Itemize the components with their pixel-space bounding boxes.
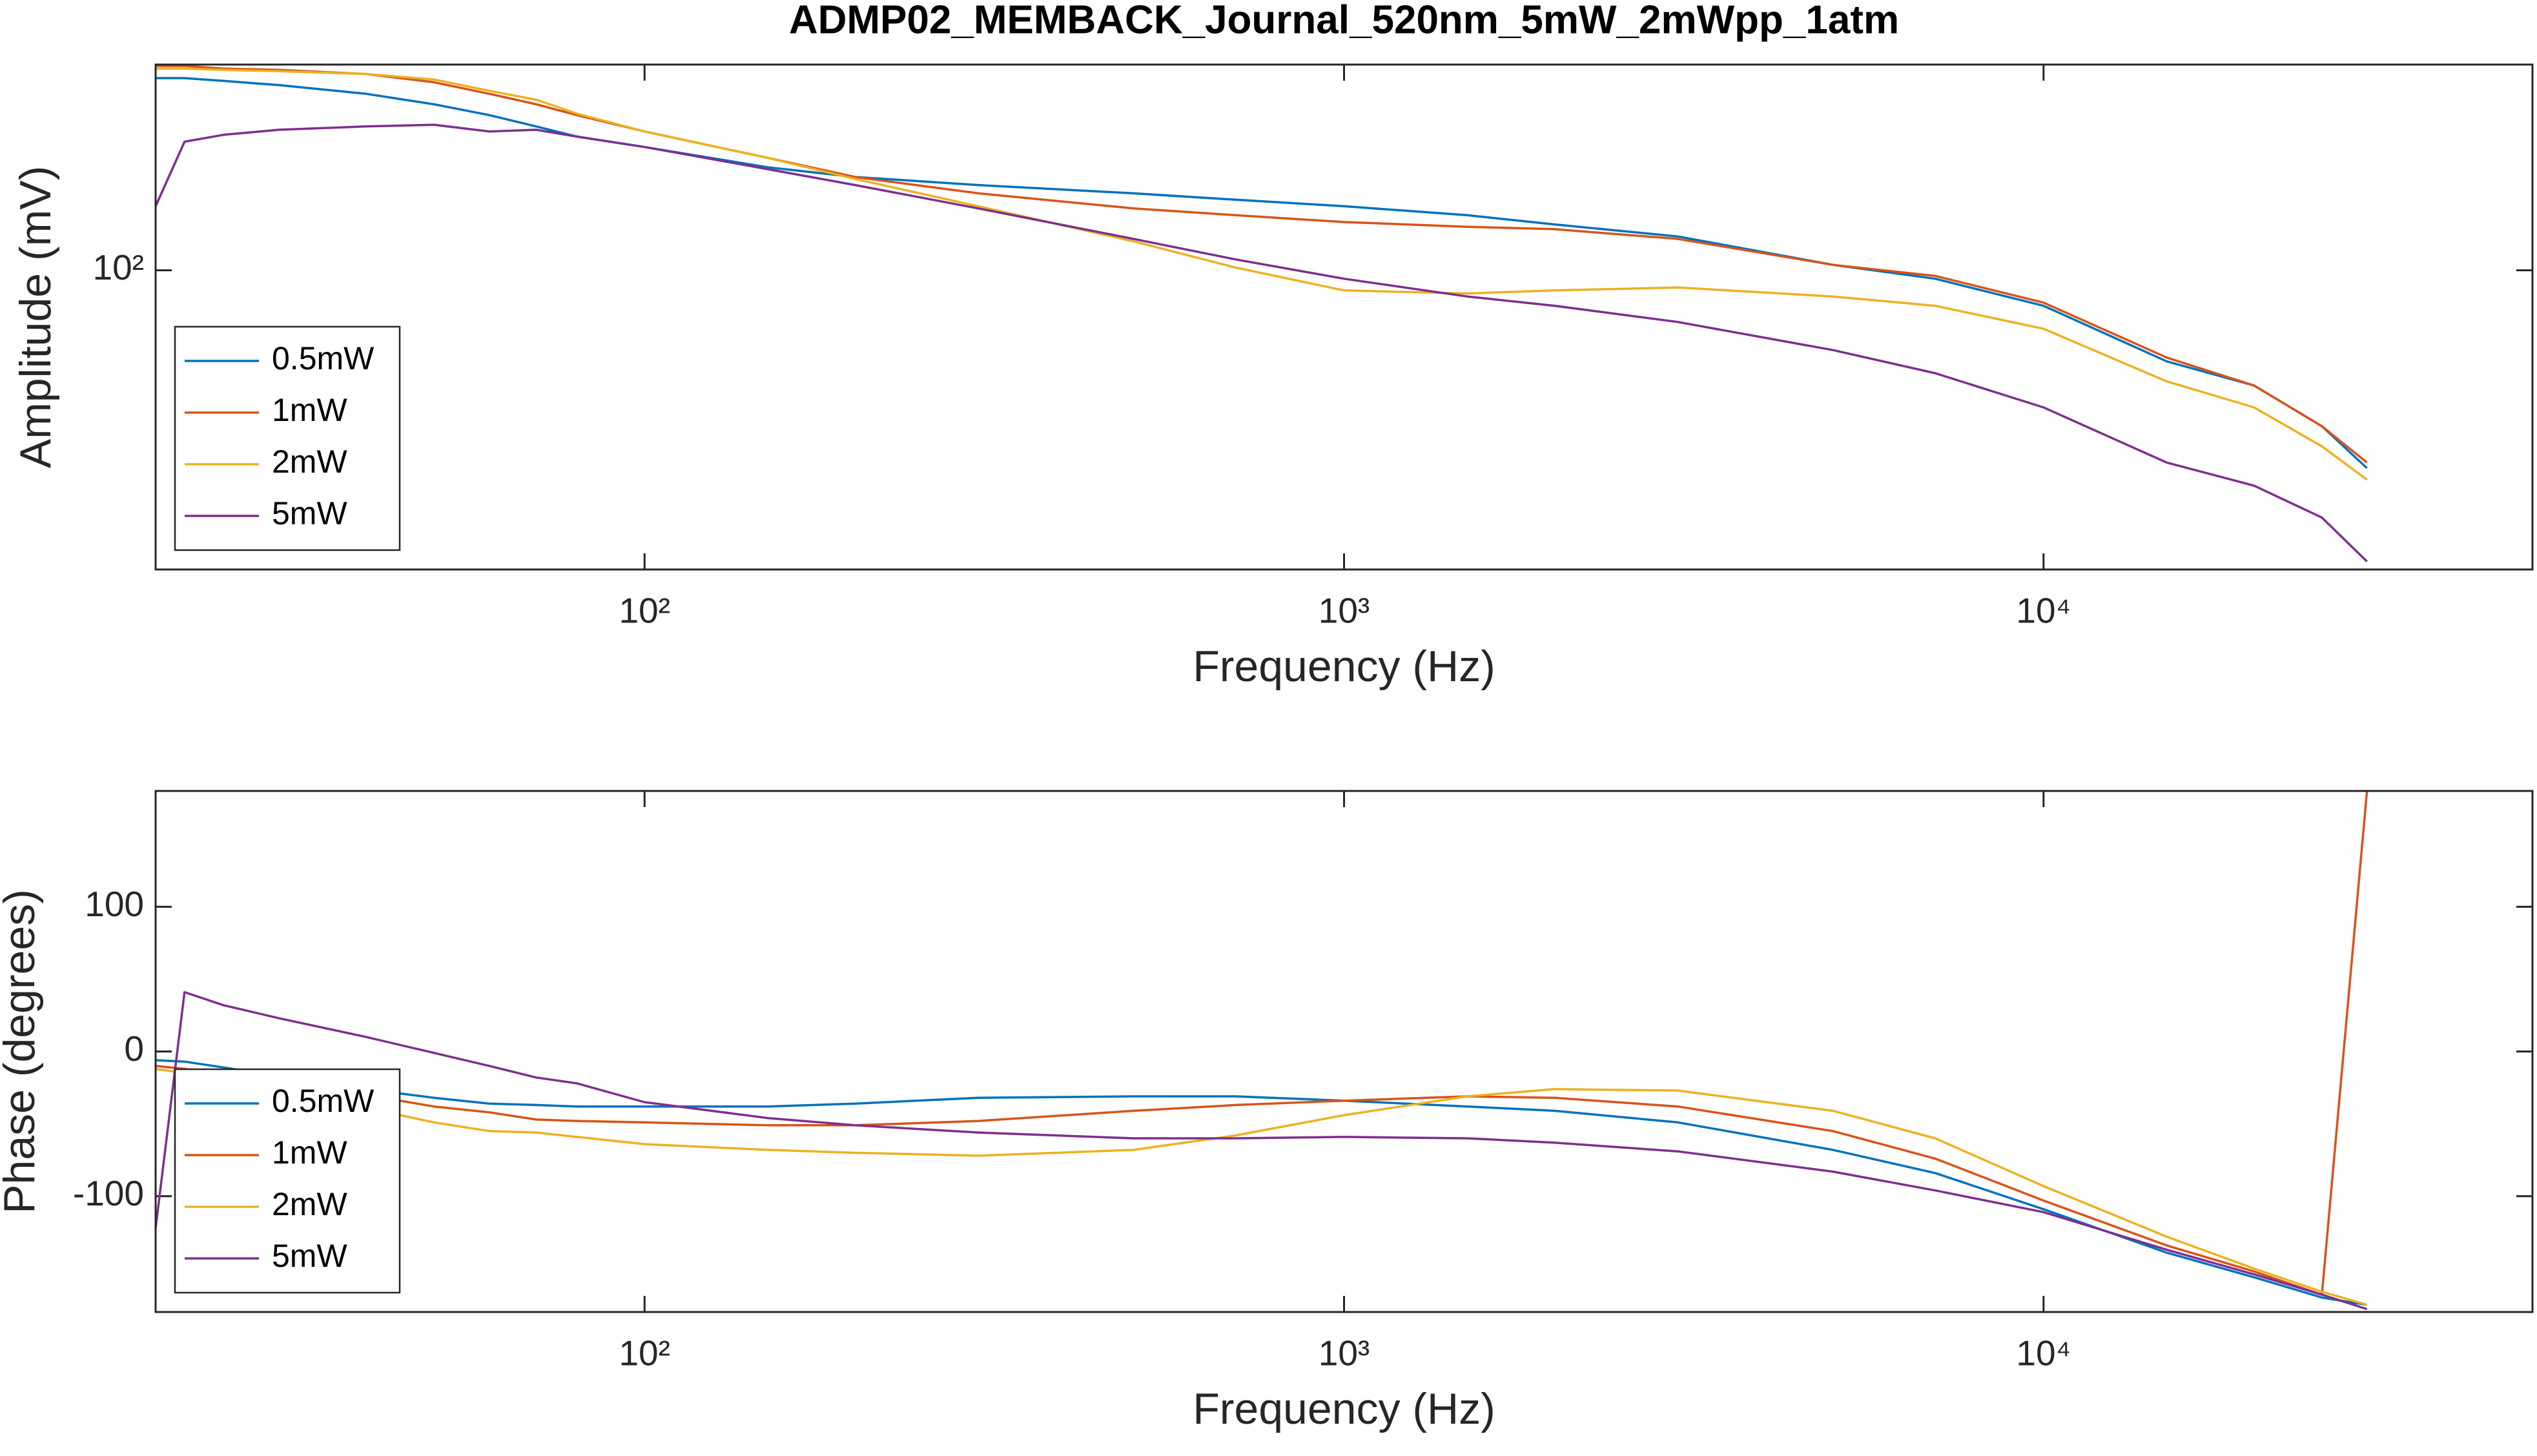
legend-box xyxy=(174,325,401,551)
legend-label: 0.5mW xyxy=(272,1083,375,1119)
legend-box xyxy=(174,1068,401,1294)
x-tick-label: 10³ xyxy=(1319,1333,1370,1373)
y-tick-label: 0 xyxy=(124,1029,144,1069)
legend-label: 1mW xyxy=(272,392,347,428)
legend: 0.5mW 1mW 2mW 5mW xyxy=(174,1068,401,1294)
x-axis-label: Frequency (Hz) xyxy=(1193,1384,1495,1433)
axes-box xyxy=(154,790,2534,1313)
x-tick-label: 10³ xyxy=(1319,591,1370,631)
legend-label: 5mW xyxy=(272,1238,347,1274)
chart-title: ADMP02_MEMBACK_Journal_520nm_5mW_2mWpp_1… xyxy=(789,0,1899,42)
y-axis-label: Amplitude (mV) xyxy=(11,166,60,469)
series-line xyxy=(156,77,2368,469)
x-tick-label: 10⁴ xyxy=(2016,1333,2071,1373)
plot-area xyxy=(156,65,2532,569)
legend-label: 5mW xyxy=(272,495,347,531)
legend-label: 1mW xyxy=(272,1134,347,1171)
series-line xyxy=(156,990,2368,1311)
series-line xyxy=(156,123,2368,562)
x-tick-label: 10² xyxy=(619,1333,670,1373)
y-tick-label: -100 xyxy=(73,1173,144,1213)
legend-label: 2mW xyxy=(272,444,347,480)
x-axis-label: Frequency (Hz) xyxy=(1193,642,1495,691)
legend: 0.5mW 1mW 2mW 5mW xyxy=(174,325,401,551)
x-tick-label: 10² xyxy=(619,591,670,631)
y-tick-label: 100 xyxy=(85,884,144,924)
series-group xyxy=(156,65,2368,562)
legend-label: 2mW xyxy=(272,1186,347,1222)
plot-area xyxy=(156,791,2532,1312)
y-axis-label: Phase (degrees) xyxy=(0,889,44,1214)
y-tick-label: 10² xyxy=(93,247,145,287)
x-tick-label: 10⁴ xyxy=(2016,591,2071,631)
legend-label: 0.5mW xyxy=(272,340,375,376)
axes-box xyxy=(154,63,2534,571)
